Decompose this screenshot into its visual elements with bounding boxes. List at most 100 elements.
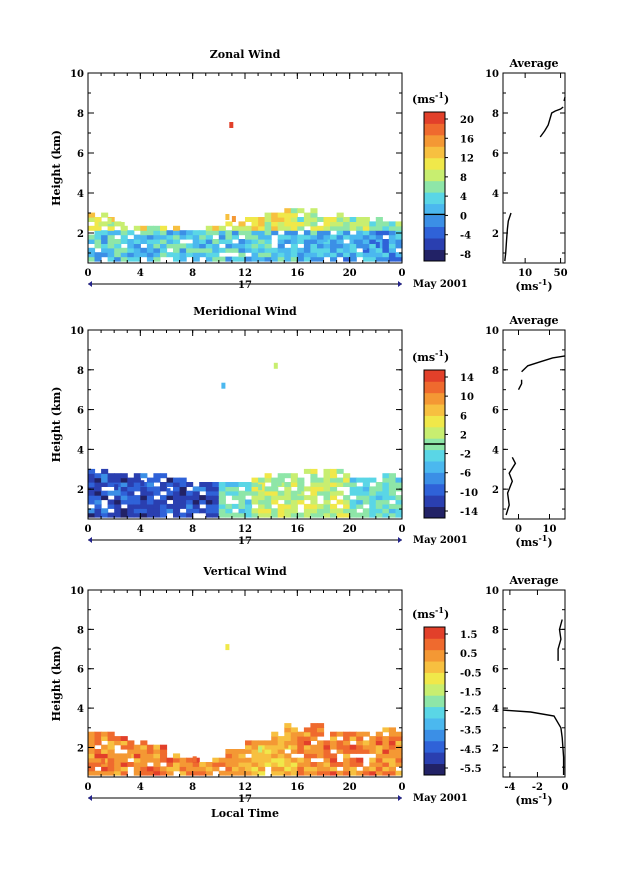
heat-cell [245, 762, 253, 767]
heat-cell [120, 762, 128, 767]
heat-cell [349, 256, 357, 262]
heat-cell [153, 230, 161, 236]
heat-cell [245, 486, 253, 492]
heat-cell [356, 512, 364, 518]
heat-cell [173, 247, 181, 253]
heat-cell [140, 744, 148, 750]
heat-cell [310, 495, 318, 501]
heat-cell [290, 243, 298, 249]
colorbar-unit: (ms-1) [412, 90, 449, 106]
heat-cell [290, 499, 298, 505]
heat-cell [225, 486, 233, 492]
colorbar-swatch [424, 381, 445, 394]
heat-cell [225, 221, 233, 227]
average-x-label-exponent: -1 [538, 533, 547, 543]
heat-cell [94, 736, 102, 741]
heat-cell [153, 239, 161, 244]
heat-cell [94, 473, 102, 479]
heat-cell [284, 230, 292, 236]
colorbar-swatch [424, 226, 445, 239]
heat-cell [199, 495, 207, 501]
heat-cell [173, 762, 181, 767]
heat-cell [323, 753, 331, 759]
heat-cell [264, 486, 272, 492]
heat-cell [199, 482, 207, 487]
average-x-label-close: ) [547, 280, 552, 293]
heat-cell [221, 382, 226, 389]
heat-cell [173, 766, 181, 772]
heat-cell [245, 744, 253, 750]
x-tick-label: 0 [85, 268, 92, 279]
heat-cell [88, 234, 96, 240]
y-axis-label: Height (km) [50, 130, 63, 206]
heat-cell [264, 221, 272, 227]
heat-cell [127, 749, 135, 754]
heat-cell [153, 225, 161, 231]
heat-cell [343, 243, 351, 249]
colorbar-swatch [424, 627, 445, 639]
heat-cell [133, 508, 141, 514]
heat-cell [245, 247, 253, 253]
heat-cell [238, 770, 246, 776]
heat-cell [179, 234, 187, 240]
heat-cell [356, 731, 364, 737]
heat-cell [107, 256, 115, 262]
heat-cell [120, 225, 128, 231]
colorbar-tick-label: -0.5 [460, 668, 482, 679]
heat-cell [303, 234, 311, 240]
heat-cell [94, 499, 102, 505]
heat-cell [310, 731, 318, 737]
heat-cell [382, 230, 390, 236]
heat-cell [362, 482, 370, 487]
heat-cell [343, 503, 351, 509]
heat-cell [140, 749, 148, 754]
heat-cell [192, 770, 200, 776]
heat-cell [310, 239, 318, 244]
heat-cell [127, 740, 135, 746]
heat-cell [330, 762, 338, 767]
heat-cell [277, 770, 285, 776]
colorbar-tick-label: -4 [460, 231, 471, 242]
heat-cell [218, 256, 226, 262]
heat-cell [94, 757, 102, 763]
heat-cell [205, 766, 213, 772]
heat-cell [336, 239, 344, 244]
heat-cell [231, 234, 239, 240]
heat-cell [218, 247, 226, 253]
heat-cell [114, 736, 122, 741]
heat-cell [277, 753, 285, 759]
heat-cell [258, 256, 266, 262]
heat-cell [277, 234, 285, 240]
heat-cell [323, 482, 331, 487]
heat-cell [101, 212, 109, 218]
average-y-tick-label: 6 [492, 665, 499, 676]
heat-cell [205, 503, 213, 509]
heat-cell [336, 225, 344, 231]
heat-cell [179, 512, 187, 518]
heat-cell [120, 256, 128, 262]
heat-cell [127, 495, 135, 501]
heat-cell [323, 757, 331, 763]
colorbar-swatch [424, 483, 445, 496]
heat-cell [336, 512, 344, 518]
heat-cell [245, 243, 253, 249]
heat-cell [127, 247, 135, 253]
heat-cell [317, 482, 325, 487]
heat-cell [362, 477, 370, 483]
heat-cell [264, 225, 272, 231]
colorbar-swatch [424, 649, 445, 662]
heat-cell [297, 766, 305, 772]
heat-cell [173, 499, 181, 505]
heat-cell [218, 490, 226, 496]
heat-cell [356, 486, 364, 492]
heat-cell [160, 512, 168, 518]
heat-cell [238, 247, 246, 253]
heat-cell [199, 762, 207, 767]
heat-cell [362, 766, 370, 772]
heat-cell [146, 243, 154, 249]
heat-cell [388, 225, 396, 231]
colorbar-frame [423, 626, 446, 776]
heat-cell [107, 731, 115, 737]
heat-cell [310, 486, 318, 492]
